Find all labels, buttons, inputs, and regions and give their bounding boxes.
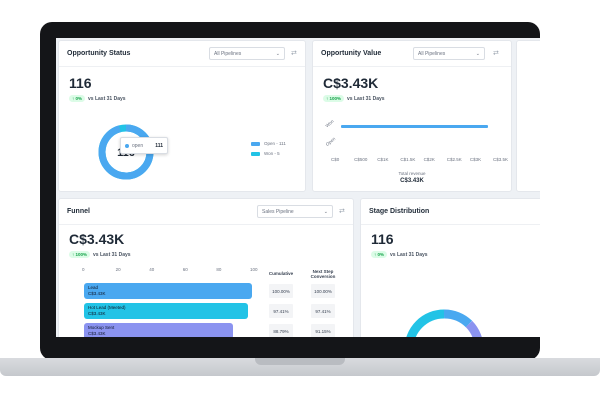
tooltip-dot (125, 143, 129, 148)
stage-donut[interactable] (399, 299, 489, 337)
funnel-axis-tick: 0 (82, 267, 85, 272)
card-header: Opportunity Value (313, 41, 511, 67)
card-header: Opportunity Status (59, 41, 305, 67)
kpi-value: C$3.43K (323, 75, 379, 91)
kpi-delta: ↑ 100% vs Last 31 Days (69, 251, 131, 258)
legend-swatch (251, 151, 260, 156)
kpi-value: 116 (69, 75, 92, 91)
card-title: Opportunity Status (67, 50, 131, 57)
card-title: Funnel (67, 208, 90, 215)
funnel-stage-amount: C$3.43K (88, 331, 106, 336)
delta-pill: ↑ 0% (69, 95, 86, 102)
card-header: Funnel (59, 199, 353, 225)
legend-swatch (251, 141, 260, 146)
pipeline-select[interactable]: All Pipelines ⌄ (413, 47, 485, 60)
laptop-base (0, 358, 600, 376)
pipeline-select[interactable]: Sales Pipeline ⌄ (257, 205, 333, 218)
funnel-stage-name: Mockup Sent (88, 325, 115, 330)
total-revenue-label: Total revenue (398, 171, 426, 176)
chevron-down-icon: ⌄ (323, 208, 328, 215)
x-tick-label: C$2.5K (446, 157, 462, 162)
kpi-delta: ↑ 100% vs Last 31 Days (323, 95, 385, 102)
delta-text: vs Last 31 Days (390, 251, 428, 258)
legend-item-open[interactable]: Open - 111 (251, 141, 286, 146)
status-legend: Open - 111 Won - 5 (251, 141, 286, 156)
kpi-delta: ↑ 0% vs Last 31 Days (371, 251, 428, 258)
funnel-bar[interactable]: Lead C$3.43K (84, 283, 252, 299)
chevron-down-icon: ⌄ (475, 50, 480, 57)
conversion-cell: 91.15% (311, 324, 335, 337)
stage-segment-2[interactable] (443, 309, 473, 328)
funnel-bar[interactable]: Hot Lead (Meeted) C$3.43K (84, 303, 248, 319)
delta-text: vs Last 31 Days (88, 95, 126, 102)
funnel-axis-tick: 40 (149, 267, 155, 272)
funnel-axis-tick: 100 (250, 267, 258, 272)
donut-tooltip: open 111 (120, 137, 168, 154)
legend-label: Open - 111 (264, 141, 286, 146)
swap-icon[interactable]: ⇄ (493, 50, 499, 57)
x-tick-label: C$3.5K (493, 157, 509, 162)
pipeline-select[interactable]: All Pipelines ⌄ (209, 47, 285, 60)
conversion-header: Next Step Conversion (310, 269, 336, 279)
funnel-stage-name: Hot Lead (Meeted) (88, 305, 126, 310)
y-label-open: Open (324, 136, 337, 147)
funnel-stage-amount: C$3.43K (88, 311, 106, 316)
funnel-card: Funnel Sales Pipeline ⌄ ⇄ C$3.43K ↑ 100%… (58, 198, 354, 337)
tooltip-value: 111 (155, 142, 163, 149)
funnel-stage-amount: C$3.43K (88, 291, 106, 296)
funnel-stage-name: Lead (88, 285, 99, 290)
x-tick-label: C$3K (469, 157, 482, 162)
value-bar-track (341, 125, 491, 128)
legend-label: Won - 5 (264, 151, 280, 156)
opportunity-value-card: Opportunity Value All Pipelines ⌄ ⇄ C$3.… (312, 40, 512, 192)
delta-pill: ↑ 100% (69, 251, 91, 258)
funnel-axis-tick: 80 (216, 267, 222, 272)
swap-icon[interactable]: ⇄ (339, 208, 345, 215)
value-bar[interactable] (341, 125, 488, 128)
dashboard-screen: Opportunity Status All Pipelines ⌄ ⇄ 116… (56, 38, 540, 337)
cumulative-cell: 88.79% (269, 324, 293, 337)
cumulative-cell: 100.00% (269, 284, 293, 298)
x-tick-label: C$1K (377, 157, 389, 162)
stage-distribution-card: Stage Distribution 116 ↑ 0% vs Last 31 D… (360, 198, 540, 337)
tooltip-label: open (132, 142, 144, 149)
x-tick-label: C$500 (354, 157, 368, 162)
offscreen-card (516, 40, 540, 192)
funnel-axis-tick: 20 (115, 267, 121, 272)
delta-text: vs Last 31 Days (93, 251, 131, 258)
card-title: Stage Distribution (369, 208, 430, 215)
value-x-axis: C$0 C$500 C$1K C$1.5K C$2K C$2.5K C$3K C$3.5K (331, 157, 508, 165)
kpi-value: C$3.43K (69, 231, 125, 247)
conversion-cell: 97.41% (311, 304, 335, 318)
delta-text: vs Last 31 Days (347, 95, 385, 102)
stage-segment-3[interactable] (465, 320, 482, 337)
x-tick-label: C$0 (331, 157, 340, 162)
total-revenue-value: C$3.43K (400, 178, 424, 184)
chevron-down-icon: ⌄ (275, 50, 280, 57)
swap-icon[interactable]: ⇄ (291, 50, 297, 57)
funnel-axis-tick: 60 (182, 267, 188, 272)
funnel-x-axis: 0 20 40 60 80 100 (82, 267, 258, 275)
pipeline-select-value: Sales Pipeline (262, 208, 294, 215)
opportunity-status-card: Opportunity Status All Pipelines ⌄ ⇄ 116… (58, 40, 306, 192)
x-tick-label: C$1.5K (400, 157, 416, 162)
pipeline-select-value: All Pipelines (418, 50, 446, 57)
delta-pill: ↑ 100% (323, 95, 345, 102)
legend-item-won[interactable]: Won - 5 (251, 151, 286, 156)
card-header: Stage Distribution (361, 199, 540, 225)
cumulative-cell: 97.41% (269, 304, 293, 318)
delta-pill: ↑ 0% (371, 251, 388, 258)
y-label-won: Won (324, 118, 335, 129)
x-tick-label: C$2K (423, 157, 435, 162)
stage-segment-1[interactable] (406, 309, 445, 337)
laptop-notch (255, 358, 345, 365)
cumulative-header: Cumulative (268, 271, 294, 276)
pipeline-select-value: All Pipelines (214, 50, 242, 57)
conversion-cell: 100.00% (311, 284, 335, 298)
funnel-bar[interactable]: Mockup Sent C$3.43K (84, 323, 234, 337)
kpi-value: 116 (371, 231, 394, 247)
kpi-delta: ↑ 0% vs Last 31 Days (69, 95, 126, 102)
card-title: Opportunity Value (321, 50, 382, 57)
